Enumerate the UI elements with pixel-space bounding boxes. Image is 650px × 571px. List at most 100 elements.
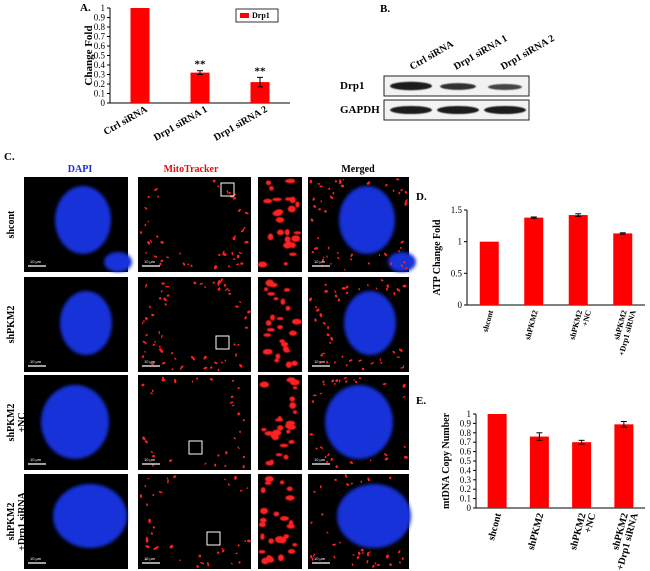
mitochondrion — [378, 254, 381, 257]
mitochondrion — [144, 206, 148, 210]
mitochondrion — [330, 457, 333, 461]
mitochondrion — [329, 263, 332, 265]
mitochondrion-zoom — [292, 543, 298, 547]
mitochondrion-zoom — [261, 427, 267, 432]
category-label: +NC — [580, 309, 593, 327]
blot-band — [437, 106, 479, 114]
mitochondrion — [192, 357, 196, 361]
mitochondrion — [236, 263, 240, 266]
mitochondrion — [322, 322, 326, 325]
mitochondrion — [223, 283, 227, 287]
mitochondrion — [200, 561, 205, 565]
mitochondrion — [244, 316, 247, 320]
mitochondrion — [319, 360, 322, 363]
mitochondrion — [228, 289, 231, 292]
mitochondrion — [361, 367, 365, 371]
mito-tile — [138, 375, 251, 470]
mitochondrion-zoom — [269, 459, 274, 465]
mitochondrion — [334, 478, 337, 481]
mitochondrion — [231, 251, 234, 256]
y-tick-label: 0.6 — [460, 447, 472, 457]
mitochondrion-zoom — [264, 476, 274, 483]
y-tick-label: 0.8 — [94, 22, 106, 32]
y-tick-label: 0.3 — [94, 70, 106, 80]
mitochondrion — [143, 320, 145, 323]
mitochondrion — [216, 551, 220, 554]
mitochondrion — [174, 378, 177, 384]
mitochondrion-zoom — [264, 431, 274, 436]
mitochondrion — [319, 313, 323, 318]
mitochondrion-zoom — [280, 298, 286, 305]
mitochondrion — [319, 185, 323, 188]
mitochondrion — [139, 494, 143, 498]
mitochondrion — [213, 265, 218, 270]
mitochondrion — [234, 475, 237, 480]
mitochondrion — [173, 475, 177, 479]
mitochondrion — [158, 330, 160, 335]
mitochondrion — [237, 208, 241, 212]
mitochondrion-zoom — [265, 180, 272, 186]
mitochondrion — [179, 559, 181, 562]
mitochondrion — [168, 459, 173, 462]
y-tick-label: 0.5 — [94, 51, 106, 61]
mitochondrion-zoom — [277, 425, 284, 431]
mitochondrion-zoom — [283, 454, 289, 460]
mitochondrion-zoom — [272, 197, 282, 202]
mitochondrion — [209, 366, 213, 369]
mitochondrion — [232, 237, 236, 241]
mitochondrion-zoom — [264, 481, 272, 485]
mitochondrion-zoom — [287, 205, 296, 213]
mitochondrion — [326, 531, 329, 534]
mitochondrion — [247, 310, 251, 314]
mitochondrion — [389, 476, 392, 480]
mitochondrion — [229, 401, 234, 404]
mitochondrion — [357, 551, 361, 556]
mitochondrion — [318, 208, 322, 211]
blot-band — [488, 84, 522, 90]
mitochondrion — [220, 361, 223, 364]
mitochondrion — [187, 263, 190, 266]
mitochondrion — [348, 359, 353, 362]
mitochondrion — [240, 489, 243, 492]
mitochondrion — [239, 301, 242, 303]
blot-band — [390, 81, 432, 91]
scale-bar-label: 10 µm — [30, 359, 42, 364]
mitochondrion-zoom — [276, 229, 285, 236]
mitochondrion — [332, 543, 336, 546]
mitochondrion — [156, 235, 159, 238]
mitochondrion — [233, 437, 236, 440]
mitochondrion-zoom — [263, 287, 269, 292]
scale-bar-label: 10 µm — [30, 457, 42, 462]
mitochondrion-zoom — [292, 410, 298, 414]
scale-bar-label: 10 µm — [314, 259, 326, 264]
mitochondrion — [337, 256, 340, 260]
mitochondrion — [333, 383, 336, 385]
mitochondrion — [340, 184, 345, 188]
mitochondrion — [148, 518, 151, 522]
mitochondrion — [235, 305, 239, 308]
mitochondrion-zoom — [274, 358, 280, 363]
mitochondrion — [247, 539, 251, 543]
mitochondrion — [312, 553, 316, 557]
mitochondrion — [232, 379, 235, 382]
mitochondrion-zoom — [288, 439, 295, 444]
y-tick-label: 1 — [467, 409, 472, 419]
mitochondrion — [244, 211, 249, 215]
mitochondrion — [232, 258, 236, 260]
mitochondrion — [312, 400, 314, 403]
mitochondrion — [396, 288, 401, 292]
mitochondrion — [217, 368, 220, 372]
mitochondrion-zoom — [289, 252, 297, 257]
y-axis-label: ATP Change Fold — [432, 219, 443, 295]
mitochondrion — [169, 546, 173, 549]
mitochondrion — [190, 264, 193, 267]
mitochondrion — [392, 350, 396, 354]
panel-label-b: B. — [380, 3, 390, 15]
mitochondrion — [237, 412, 240, 416]
mitochondrion — [224, 287, 229, 291]
mitochondrion — [150, 451, 154, 453]
mitochondrion-zoom — [276, 317, 284, 321]
mitochondrion-zoom — [279, 339, 285, 344]
mitochondrion — [152, 526, 155, 529]
mitochondrion — [144, 317, 147, 319]
